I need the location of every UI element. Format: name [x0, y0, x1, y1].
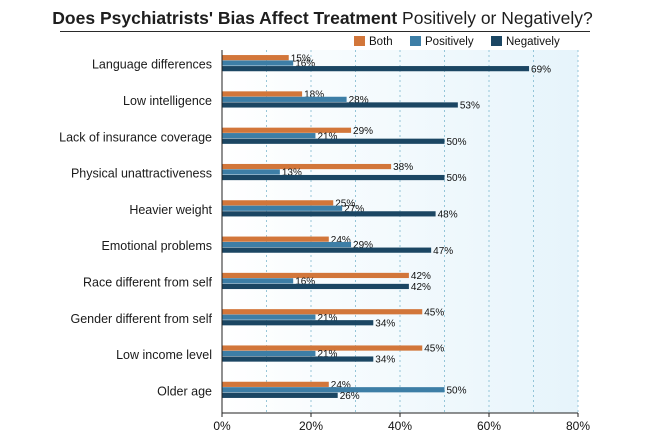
data-label-negatively: 42%	[411, 282, 431, 293]
legend-label-positively: Positively	[425, 36, 474, 48]
data-label-positively: 27%	[344, 204, 364, 215]
category-label: Gender different from self	[70, 312, 212, 326]
bar-negatively	[222, 211, 436, 217]
bar-both	[222, 272, 409, 279]
category-label: Language differences	[92, 58, 212, 72]
data-label-positively: 50%	[447, 385, 467, 396]
x-tick-label: 20%	[299, 419, 323, 433]
bar-negatively	[222, 320, 374, 326]
data-label-positively: 16%	[295, 276, 315, 287]
bar-positively	[222, 205, 343, 211]
category-label: Low income level	[116, 348, 212, 362]
chart-title: Does Psychiatrists' Bias Affect Treatmen…	[0, 8, 645, 29]
data-label-both: 18%	[304, 90, 324, 101]
x-tick-label: 0%	[213, 419, 231, 433]
legend-label-both: Both	[369, 36, 393, 48]
bar-positively	[222, 169, 280, 175]
x-tick-label: 60%	[477, 419, 501, 433]
chart-title-bold: Does Psychiatrists' Bias Affect Treatmen…	[52, 8, 398, 28]
bar-both	[222, 55, 289, 61]
legend-swatch-negatively	[491, 36, 502, 46]
bar-both	[222, 345, 423, 351]
data-label-negatively: 47%	[433, 246, 453, 257]
data-label-positively: 21%	[317, 131, 337, 142]
bar-both	[222, 381, 329, 387]
category-label: Low intelligence	[123, 94, 212, 108]
data-label-both: 24%	[331, 380, 351, 391]
data-label-negatively: 48%	[438, 209, 458, 220]
bar-negatively	[222, 283, 409, 290]
bar-both	[222, 200, 334, 206]
bar-negatively	[222, 66, 530, 72]
data-label-both: 45%	[424, 344, 444, 355]
title-rule	[60, 31, 590, 32]
data-label-negatively: 53%	[460, 101, 480, 112]
chart-title-rest: Positively or Negatively?	[397, 8, 593, 28]
data-label-negatively: 50%	[447, 137, 467, 148]
data-label-both: 25%	[335, 198, 355, 209]
data-label-negatively: 50%	[447, 173, 467, 184]
bar-positively	[222, 278, 294, 284]
data-label-positively: 16%	[295, 59, 315, 70]
bar-positively	[222, 350, 316, 357]
x-tick-label: 80%	[566, 419, 590, 433]
data-label-positively: 21%	[317, 313, 337, 324]
bar-negatively	[222, 138, 445, 144]
bar-positively	[222, 60, 294, 66]
bar-positively	[222, 96, 347, 102]
data-label-positively: 29%	[353, 240, 373, 251]
data-label-both: 24%	[331, 235, 351, 246]
data-label-negatively: 69%	[531, 64, 551, 75]
x-tick-label: 40%	[388, 419, 412, 433]
bar-both	[222, 127, 352, 133]
category-label: Race different from self	[83, 275, 213, 289]
bar-positively	[222, 241, 352, 248]
data-label-positively: 21%	[317, 349, 337, 360]
category-label: Emotional problems	[102, 239, 212, 253]
data-label-negatively: 26%	[340, 391, 360, 402]
bar-positively	[222, 387, 445, 393]
bar-negatively	[222, 392, 338, 398]
data-label-positively: 28%	[349, 95, 369, 106]
data-label-negatively: 34%	[375, 355, 395, 366]
data-label-positively: 13%	[282, 168, 302, 179]
data-label-both: 15%	[291, 53, 311, 64]
legend-label-negatively: Negatively	[506, 36, 560, 48]
bar-negatively	[222, 356, 374, 362]
data-label-both: 42%	[411, 271, 431, 282]
data-label-both: 38%	[393, 162, 413, 173]
category-label: Physical unattractiveness	[71, 167, 212, 181]
data-label-negatively: 34%	[375, 318, 395, 329]
data-label-both: 29%	[353, 126, 373, 137]
bar-both	[222, 309, 423, 315]
category-label: Heavier weight	[129, 203, 212, 217]
bar-both	[222, 163, 392, 170]
bar-positively	[222, 314, 316, 320]
bar-negatively	[222, 102, 458, 108]
bar-positively	[222, 133, 316, 139]
data-label-both: 45%	[424, 307, 444, 318]
category-label: Lack of insurance coverage	[59, 130, 212, 144]
bar-both	[222, 91, 303, 97]
bar-negatively	[222, 174, 445, 181]
bar-negatively	[222, 247, 432, 253]
bar-both	[222, 236, 329, 242]
legend-swatch-both	[354, 36, 365, 46]
category-label: Older age	[157, 384, 212, 398]
legend-swatch-positively	[410, 36, 421, 46]
